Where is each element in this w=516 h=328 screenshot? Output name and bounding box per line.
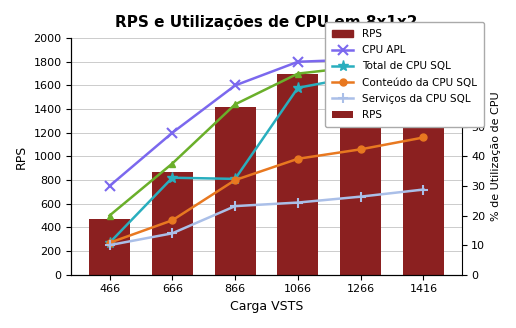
Total de CPU SQL bbox=[232, 177, 238, 181]
Serviços da CPU SQL bbox=[421, 188, 427, 192]
Y-axis label: RPS: RPS bbox=[15, 144, 28, 169]
CPU APL bbox=[358, 57, 364, 61]
Total de CPU SQL bbox=[169, 176, 175, 180]
CPU WFE bbox=[421, 61, 427, 65]
Total de CPU SQL bbox=[358, 74, 364, 78]
CPU WFE bbox=[106, 214, 112, 217]
Serviços da CPU SQL bbox=[106, 243, 112, 247]
Bar bbox=[403, 59, 444, 275]
Line: CPU WFE: CPU WFE bbox=[106, 59, 427, 219]
Conteúdo da CPU SQL bbox=[106, 241, 112, 245]
Conteúdo da CPU SQL bbox=[421, 135, 427, 139]
Bar bbox=[215, 107, 255, 275]
Conteúdo da CPU SQL bbox=[232, 178, 238, 182]
X-axis label: Carga VSTS: Carga VSTS bbox=[230, 300, 303, 313]
Conteúdo da CPU SQL bbox=[358, 147, 364, 151]
Bar bbox=[278, 73, 318, 275]
Bar bbox=[340, 65, 381, 275]
CPU WFE bbox=[232, 102, 238, 106]
CPU APL bbox=[295, 60, 301, 64]
Total de CPU SQL bbox=[421, 57, 427, 61]
CPU APL bbox=[106, 184, 112, 188]
Conteúdo da CPU SQL bbox=[169, 218, 175, 222]
Line: Total de CPU SQL: Total de CPU SQL bbox=[104, 54, 429, 248]
Bar bbox=[89, 219, 130, 275]
Line: Conteúdo da CPU SQL: Conteúdo da CPU SQL bbox=[106, 134, 427, 246]
CPU APL bbox=[232, 83, 238, 87]
Line: Serviços da CPU SQL: Serviços da CPU SQL bbox=[105, 185, 428, 250]
Serviços da CPU SQL bbox=[358, 195, 364, 199]
Conteúdo da CPU SQL bbox=[295, 157, 301, 161]
CPU APL bbox=[421, 51, 427, 55]
CPU WFE bbox=[358, 65, 364, 69]
Line: CPU APL: CPU APL bbox=[105, 49, 428, 191]
Bar bbox=[152, 172, 193, 275]
Serviços da CPU SQL bbox=[232, 204, 238, 208]
CPU WFE bbox=[169, 162, 175, 166]
Serviços da CPU SQL bbox=[169, 231, 175, 235]
Serviços da CPU SQL bbox=[295, 201, 301, 205]
CPU WFE bbox=[295, 72, 301, 75]
Y-axis label: % de Utilização de CPU: % de Utilização de CPU bbox=[491, 92, 501, 221]
Total de CPU SQL bbox=[106, 241, 112, 245]
CPU APL bbox=[169, 131, 175, 135]
Total de CPU SQL bbox=[295, 86, 301, 90]
Title: RPS e Utilizações de CPU em 8x1x2: RPS e Utilizações de CPU em 8x1x2 bbox=[115, 15, 418, 30]
Legend: RPS, CPU APL, Total de CPU SQL, Conteúdo da CPU SQL, Serviços da CPU SQL, RPS: RPS, CPU APL, Total de CPU SQL, Conteúdo… bbox=[325, 22, 484, 128]
